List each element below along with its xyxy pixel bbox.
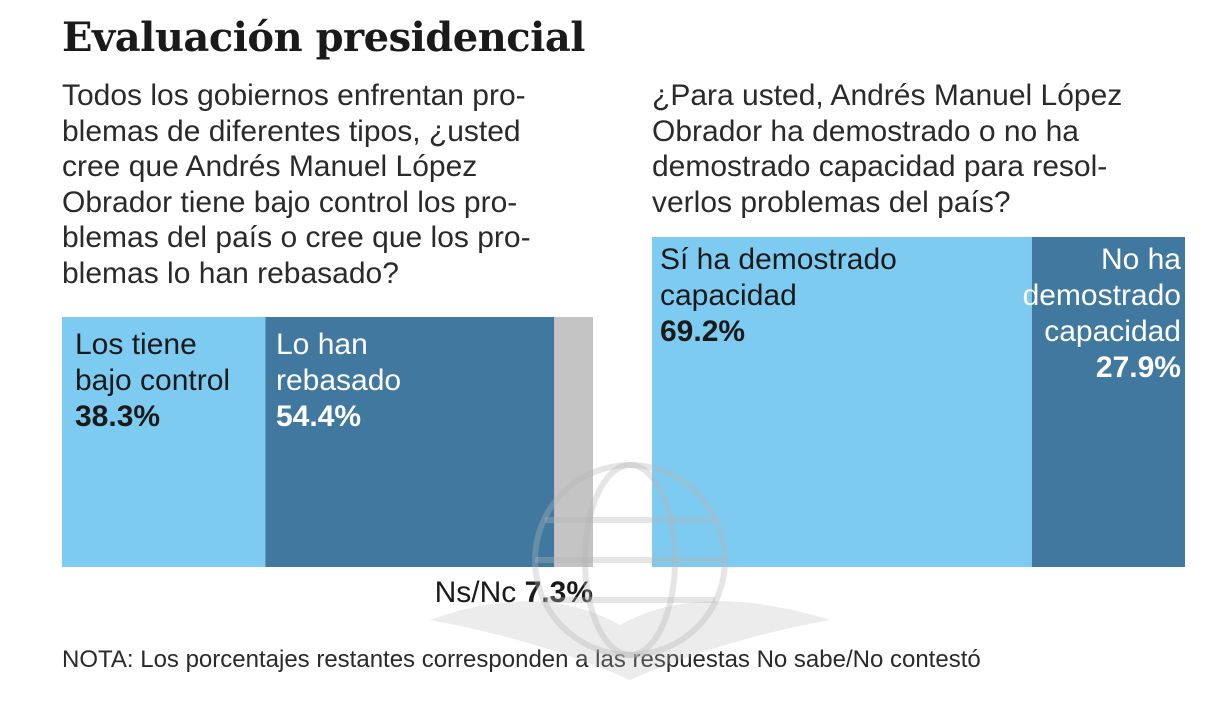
- question-left-line: blemas lo han rebasado?: [62, 256, 399, 290]
- chart-capacidad: Sí ha demostrado capacidad 69.2% No ha d…: [652, 237, 1185, 567]
- chart-control: Los tiene bajo control 38.3% Lo han reba…: [62, 317, 593, 567]
- question-right-line: ¿Para usted, Andrés Manuel López: [652, 79, 1123, 112]
- chart-title: Evaluación presidencial: [62, 14, 585, 61]
- question-right-line: demostrado capacidad para resol-: [652, 150, 1108, 183]
- bar-segment-no-capacidad: [1031, 237, 1185, 567]
- label-line: No ha: [1100, 243, 1181, 276]
- bar-segment-ns-nc: [554, 317, 593, 567]
- question-right-line: Obrador ha demostrado o no ha: [652, 114, 1079, 148]
- label-si-capacidad: Sí ha demostrado capacidad 69.2%: [660, 242, 897, 350]
- label-line: rebasado: [276, 364, 402, 397]
- chart-control-svg: [62, 317, 593, 567]
- bar-segment-bajo-control: [62, 317, 266, 567]
- value-label: 69.2%: [660, 315, 746, 348]
- label-line: Lo han: [276, 328, 368, 361]
- question-right: ¿Para usted, Andrés Manuel López Obrador…: [652, 78, 1182, 220]
- label-line: capacidad: [660, 279, 797, 312]
- question-left-line: Obrador tiene bajo control los pro-: [62, 185, 518, 219]
- value-label: 54.4%: [276, 400, 362, 433]
- label-bajo-control: Los tiene bajo control 38.3%: [75, 327, 230, 435]
- value-label: 7.3%: [524, 576, 593, 609]
- label-line: bajo control: [75, 364, 231, 397]
- bar-segment-si-capacidad: [652, 237, 1032, 567]
- label-no-capacidad: No ha demostrado capacidad 27.9%: [1023, 242, 1181, 386]
- question-right-line: verlos problemas del país?: [652, 185, 1011, 219]
- chart-capacidad-svg: [652, 237, 1185, 567]
- question-left-line: cree que Andrés Manuel López: [62, 150, 478, 183]
- value-label: 27.9%: [1095, 351, 1181, 384]
- label-line: Los tiene: [75, 328, 197, 361]
- question-left-line: blemas de diferentes tipos, ¿usted: [62, 114, 521, 148]
- label-line: Ns/Nc: [434, 576, 517, 609]
- value-label: 38.3%: [75, 400, 161, 433]
- bar-segment-rebasado: [265, 317, 555, 567]
- footnote: NOTA: Los porcentajes restantes correspo…: [62, 646, 981, 673]
- label-line: Sí ha demostrado: [660, 243, 897, 276]
- label-ns-nc: Ns/Nc 7.3%: [435, 576, 593, 610]
- question-left-line: blemas del país o cree que los pro-: [62, 221, 531, 254]
- question-left-line: Todos los gobiernos enfrentan pro-: [62, 79, 526, 112]
- label-line: capacidad: [1044, 315, 1181, 348]
- label-rebasado: Lo han rebasado 54.4%: [276, 327, 401, 435]
- label-line: demostrado: [1022, 279, 1181, 312]
- question-left: Todos los gobiernos enfrentan pro- blema…: [62, 78, 602, 291]
